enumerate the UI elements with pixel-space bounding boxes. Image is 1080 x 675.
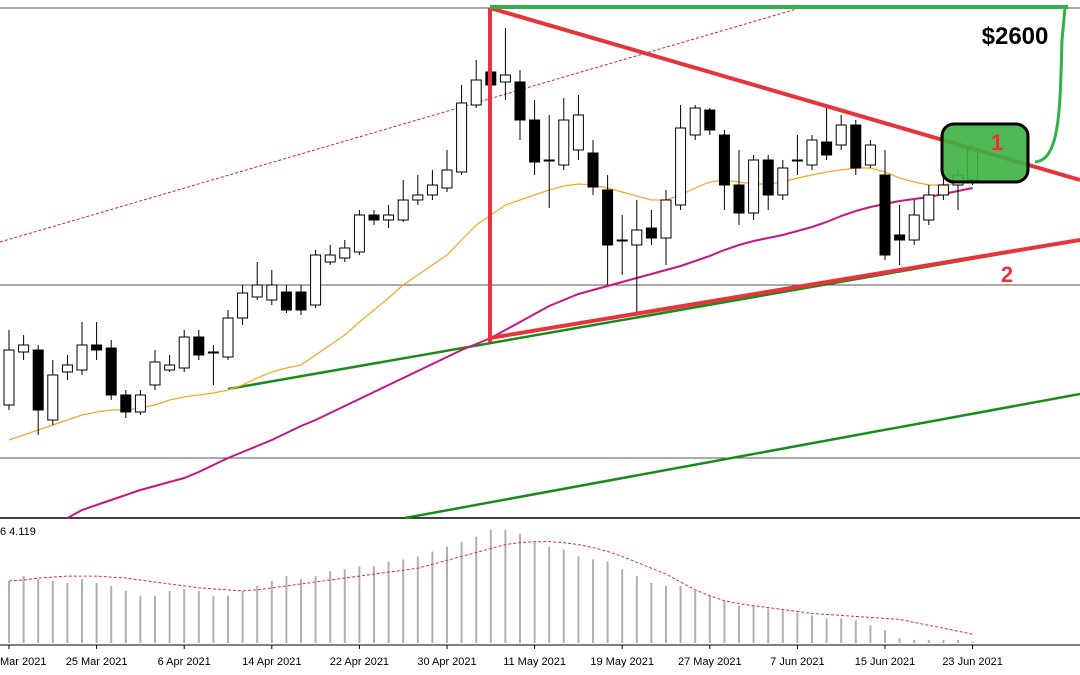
candle-body [193, 336, 205, 356]
candle-body [3, 349, 15, 406]
moving-average [66, 187, 973, 519]
candle-body [266, 284, 278, 301]
candle-body [32, 349, 44, 411]
candle-body [704, 109, 716, 131]
candle-body [368, 214, 380, 221]
candle-body [864, 144, 876, 166]
candle-body [105, 347, 117, 396]
candle-body [660, 199, 672, 239]
candle-body [470, 79, 482, 106]
x-tick-label: 6 Apr 2021 [158, 656, 211, 668]
candle-body [675, 127, 687, 206]
candle-body [222, 317, 234, 358]
candle-body [178, 336, 190, 369]
candle-body [237, 292, 249, 319]
candle-body [134, 394, 146, 413]
candle-body [441, 169, 453, 189]
highlight-box [940, 122, 1030, 184]
candle-body [821, 141, 833, 156]
candle-body [76, 344, 88, 371]
candle-body [558, 119, 570, 166]
candle-body [748, 159, 760, 214]
candle-body [762, 159, 774, 196]
x-tick-label: 11 May 2021 [503, 656, 566, 668]
annotation: $2600 [982, 23, 1049, 50]
candle-body [514, 81, 526, 121]
candle-body [499, 74, 511, 83]
x-tick-label: 7 Jun 2021 [770, 656, 824, 668]
candle-body [850, 124, 862, 169]
candle-body [280, 291, 292, 311]
candle-body [149, 361, 161, 386]
x-tick-label: 27 May 2021 [678, 656, 742, 668]
candle-body [456, 102, 468, 173]
candle-body [353, 214, 365, 253]
candle-body [543, 159, 555, 162]
candle-body [923, 194, 935, 221]
x-tick-label: 14 Apr 2021 [242, 656, 301, 668]
triangle-edge [489, 238, 1080, 340]
x-tick-label: 23 Jun 2021 [942, 656, 1003, 668]
candle-body [806, 139, 818, 166]
candle-body [310, 254, 322, 306]
candle-body [937, 184, 949, 196]
candle-body [894, 234, 906, 241]
candle-body [61, 364, 73, 373]
candle-body [572, 114, 584, 151]
candle-body [412, 194, 424, 201]
candle-body [602, 189, 614, 246]
candle-body [529, 119, 541, 163]
candle-body [791, 159, 803, 162]
candle-body [18, 344, 30, 353]
candle-body [397, 199, 409, 221]
indicator-label: 6 4.119 [0, 526, 36, 538]
candle-body [879, 174, 891, 256]
candle-body [835, 124, 847, 146]
annotation: 2 [1001, 262, 1013, 287]
candle-body [426, 184, 438, 196]
signal-line [8, 541, 973, 635]
candle-body [164, 364, 176, 371]
x-tick-label: 15 Jun 2021 [855, 656, 916, 668]
candle-body [383, 214, 395, 221]
x-tick-label: 25 Mar 2021 [66, 656, 128, 668]
annotation: 1 [991, 130, 1003, 155]
x-tick-label: 19 May 2021 [590, 656, 654, 668]
candle-body [777, 167, 789, 196]
candle-body [339, 247, 351, 259]
candle-body [689, 107, 701, 136]
candle-body [207, 351, 219, 354]
candle-body [908, 214, 920, 241]
trend-line [404, 392, 1080, 520]
candle-body [324, 254, 336, 263]
candle-body [251, 284, 263, 298]
target-curve [1034, 7, 1067, 164]
candle-body [91, 344, 103, 351]
x-tick-label: Mar 2021 [0, 656, 46, 668]
x-tick-label: 22 Apr 2021 [330, 656, 389, 668]
trend-line [0, 7, 801, 243]
candle-body [718, 134, 730, 186]
candle-body [645, 227, 657, 239]
candle-body [733, 184, 745, 214]
candle-body [120, 394, 132, 413]
candle-body [47, 374, 59, 421]
candle-body [587, 152, 599, 188]
x-tick-label: 30 Apr 2021 [417, 656, 476, 668]
candle-body [295, 291, 307, 311]
candle-body [631, 229, 643, 246]
candle-body [616, 239, 628, 242]
